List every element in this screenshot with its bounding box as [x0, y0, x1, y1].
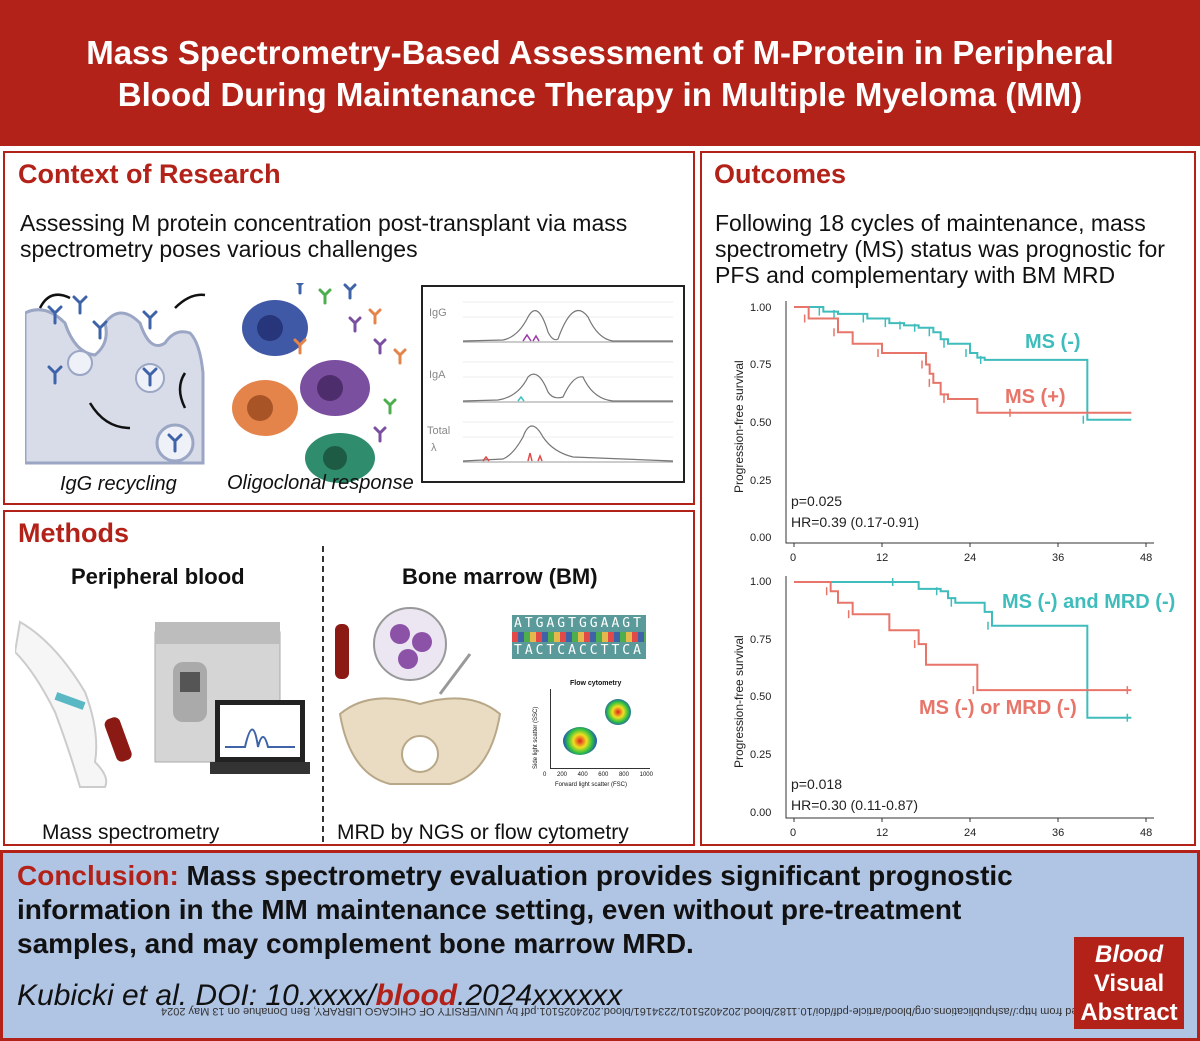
badge-line-2: Visual [1093, 970, 1165, 997]
mass-spectrometry-caption: Mass spectrometry [42, 821, 220, 844]
blood-draw-illustration [15, 620, 310, 788]
spectra-label-lambda: λ [431, 442, 437, 454]
km1-xtick-24: 24 [964, 552, 977, 564]
dna-base-pairs [512, 632, 646, 642]
km2-xtick-0: 0 [790, 827, 797, 839]
context-heading: Context of Research [18, 159, 281, 189]
citation-suffix: .2024xxxxxx [457, 979, 623, 1012]
outcomes-text-1: Following 18 cycles of maintenance, mass [715, 210, 1146, 236]
km2-ytick-100: 1.00 [750, 576, 772, 588]
flow-xlabel: Forward light scatter (FSC) [555, 782, 628, 788]
spectra-label-iga: IgA [429, 369, 446, 381]
context-text-1: Assessing M protein concentration post-t… [20, 210, 628, 236]
conclusion-line-2: information in the MM maintenance settin… [17, 894, 962, 925]
km-chart-2: Progression-free survival 1.00 0.75 0.50… [702, 568, 1194, 843]
km2-series-1-line [794, 581, 1132, 692]
conclusion-panel: Conclusion: Mass spectrometry evaluation… [0, 850, 1200, 1041]
methods-panel: Methods Peripheral blood Bone marrow (BM… [3, 510, 695, 846]
dna-bottom-strand: TACTCACCTTCA [512, 642, 646, 659]
km2-legend-ms-or-mrd: MS (-) or MRD (-) [919, 697, 1077, 719]
spectra-label-igg: IgG [429, 307, 447, 319]
flow-x-ticks: 0 200 400 600 800 1000 [543, 772, 653, 778]
km-chart-1: Progression-free survival 1.00 0.75 0.50… [702, 293, 1194, 568]
km2-hr: HR=0.30 (0.11-0.87) [791, 797, 918, 813]
km1-ytick-100: 1.00 [750, 302, 772, 314]
km2-axes [785, 576, 1154, 819]
km1-ytick-050: 0.50 [750, 417, 772, 429]
caption-igg-recycling: IgG recycling [60, 473, 177, 495]
km1-ytick-000: 0.00 [750, 532, 772, 544]
context-text-2: spectrometry poses various challenges [20, 236, 418, 262]
km1-xtick-48: 48 [1140, 552, 1153, 564]
km2-ylabel: Progression-free survival [732, 635, 746, 768]
km2-series-0-line [794, 581, 1132, 719]
badge-line-1: Blood [1095, 941, 1163, 968]
km2-ytick-000: 0.00 [750, 807, 772, 819]
conclusion-line-3: samples, and may complement bone marrow … [17, 928, 694, 959]
outcomes-panel: Outcomes Following 18 cycles of maintena… [700, 151, 1196, 846]
flow-axes [550, 689, 650, 769]
download-watermark: Downloaded from http://ashpublications.o… [161, 1005, 1127, 1017]
km1-axes [785, 301, 1154, 544]
km2-xtick-48: 48 [1140, 827, 1153, 839]
spectra-label-total: Total [427, 425, 451, 437]
km2-xtick-36: 36 [1052, 827, 1065, 839]
km2-ytick-025: 0.25 [750, 749, 772, 761]
km1-ylabel: Progression-free survival [732, 360, 746, 493]
km1-pvalue: p=0.025 [791, 493, 842, 509]
blood-visual-abstract-badge: Blood Visual Abstract [1074, 937, 1184, 1029]
title-banner: Mass Spectrometry-Based Assessment of M-… [0, 0, 1200, 146]
flow-population-1 [563, 727, 597, 755]
km1-legend-ms-neg: MS (-) [1025, 331, 1081, 353]
km2-legend-ms-and-mrd: MS (-) and MRD (-) [1002, 591, 1176, 613]
km2-pvalue: p=0.018 [791, 776, 842, 792]
km1-xtick-12: 12 [876, 552, 889, 564]
citation-journal: blood [375, 979, 458, 1012]
km1-hr: HR=0.39 (0.17-0.91) [791, 514, 920, 530]
flow-cytometry-plot: Flow cytometry 0 200 400 600 800 1000 Forward… [525, 674, 660, 794]
conclusion-line-1: Conclusion: Mass spectrometry evaluation… [17, 859, 1013, 892]
peripheral-blood-title: Peripheral blood [71, 564, 245, 589]
spectra-figure: IgG IgA Total λ [421, 285, 685, 483]
outcomes-text-2: spectrometry (MS) status was prognostic … [715, 236, 1165, 262]
dna-sequence: ATGAGTGGAAGT TACTCACCTTCA [512, 615, 646, 659]
km2-xtick-12: 12 [876, 827, 889, 839]
bone-marrow-illustration [335, 607, 502, 785]
citation-prefix: Kubicki et al. DOI: 10.xxxx/ [17, 979, 376, 1012]
outcomes-heading: Outcomes [714, 159, 847, 189]
km-chart-2-svg [785, 576, 1154, 822]
citation: Kubicki et al. DOI: 10.xxxx/blood.2024xx… [17, 979, 622, 1013]
km1-series-0-line [794, 306, 1132, 421]
km2-ytick-075: 0.75 [750, 634, 772, 646]
flow-ylabel: Side light scatter (SSC) [533, 706, 539, 769]
igg-recycling-illustration [25, 293, 206, 465]
conclusion-text-1: Mass spectrometry evaluation provides si… [186, 860, 1013, 891]
mass-spectra-plots [462, 301, 674, 463]
methods-divider [322, 546, 324, 842]
km1-legend-ms-pos: MS (+) [1005, 386, 1066, 408]
oligoclonal-illustration [232, 283, 407, 483]
caption-oligoclonal: Oligoclonal response [227, 472, 414, 494]
flow-title: Flow cytometry [570, 680, 622, 687]
km1-xtick-36: 36 [1052, 552, 1065, 564]
km1-xtick-0: 0 [790, 552, 797, 564]
flow-population-2 [605, 699, 631, 725]
title-line-2: Blood During Maintenance Therapy in Mult… [117, 76, 1083, 113]
outcomes-text-3: PFS and complementary with BM MRD [715, 262, 1116, 288]
km2-ytick-050: 0.50 [750, 691, 772, 703]
title-line-1: Mass Spectrometry-Based Assessment of M-… [86, 34, 1114, 71]
conclusion-label: Conclusion: [17, 860, 179, 891]
methods-heading: Methods [18, 518, 129, 548]
badge-line-3: Abstract [1080, 999, 1178, 1026]
context-panel: Context of Research Assessing M protein … [3, 151, 695, 505]
km2-xtick-24: 24 [964, 827, 977, 839]
mrd-caption: MRD by NGS or flow cytometry [337, 821, 629, 844]
bone-marrow-title: Bone marrow (BM) [402, 564, 598, 589]
km1-ytick-025: 0.25 [750, 475, 772, 487]
km-chart-1-svg [785, 301, 1154, 547]
km1-ytick-075: 0.75 [750, 359, 772, 371]
dna-top-strand: ATGAGTGGAAGT [512, 615, 646, 632]
km1-series-1-line [794, 306, 1132, 414]
